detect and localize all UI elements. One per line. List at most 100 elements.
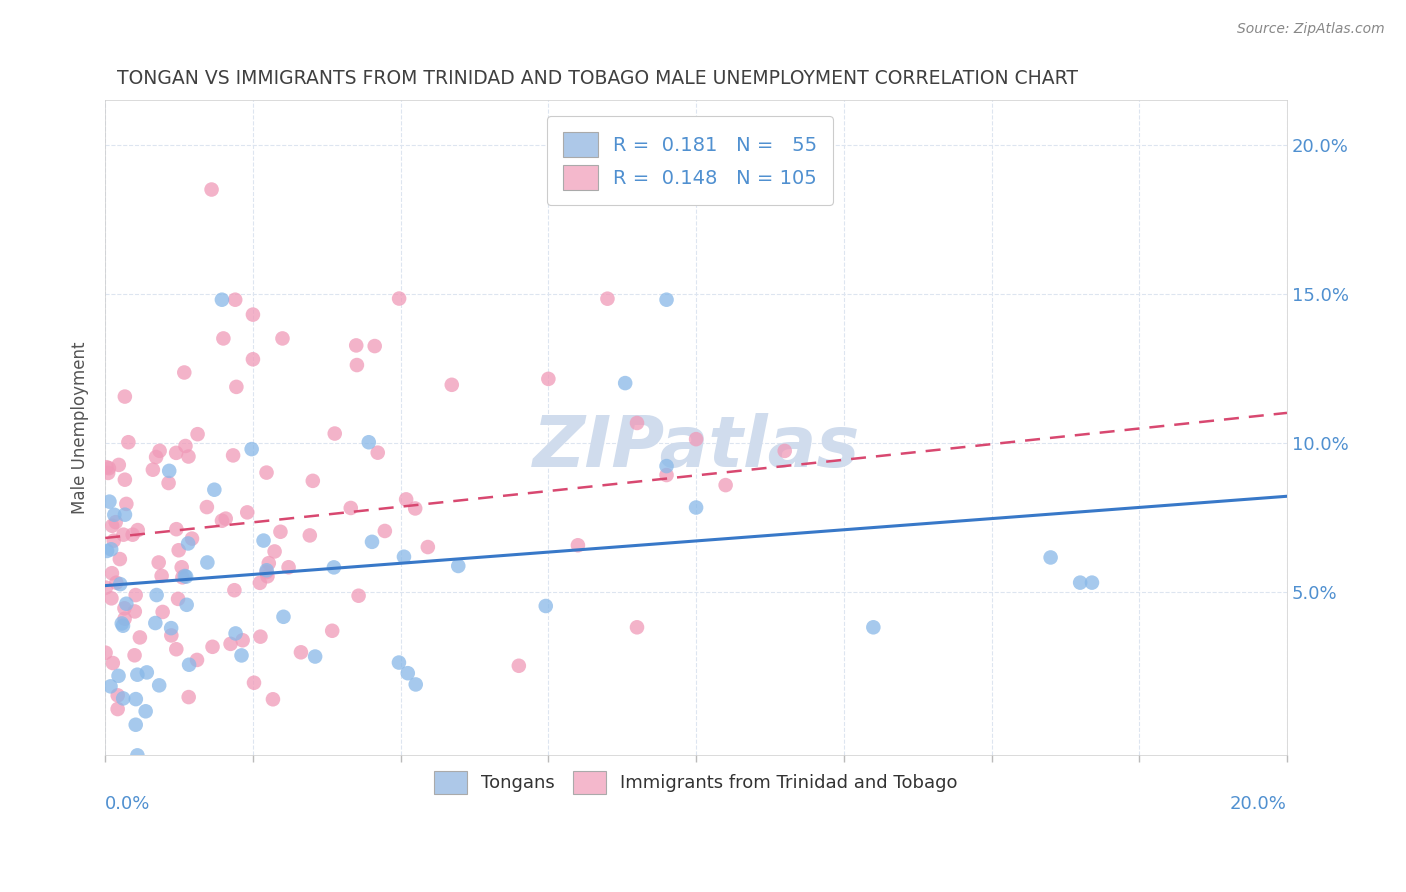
Point xyxy=(224,583,246,598)
Point xyxy=(148,556,170,570)
Point xyxy=(107,689,129,703)
Point xyxy=(127,667,149,681)
Point xyxy=(346,358,368,372)
Point xyxy=(107,702,129,716)
Point xyxy=(150,569,173,583)
Point xyxy=(301,474,323,488)
Point xyxy=(143,615,166,630)
Point xyxy=(114,612,136,626)
Point xyxy=(655,459,678,474)
Point xyxy=(124,648,146,663)
Point xyxy=(112,691,135,706)
Point xyxy=(97,466,120,480)
Point xyxy=(534,599,557,613)
Point xyxy=(111,618,134,632)
Point xyxy=(447,559,470,574)
Point xyxy=(361,534,384,549)
Point xyxy=(249,575,271,590)
Point xyxy=(100,591,122,606)
Point xyxy=(115,497,138,511)
Point xyxy=(157,464,180,478)
Point xyxy=(440,377,463,392)
Point xyxy=(115,597,138,611)
Point xyxy=(232,633,254,648)
Point xyxy=(388,292,411,306)
Point xyxy=(125,717,148,731)
Point xyxy=(201,640,224,654)
Point xyxy=(685,500,707,515)
Point xyxy=(655,293,678,307)
Point xyxy=(104,515,127,529)
Point xyxy=(215,511,238,525)
Point xyxy=(111,616,134,631)
Point xyxy=(173,569,195,583)
Point xyxy=(172,570,194,584)
Point xyxy=(304,649,326,664)
Point xyxy=(167,543,190,558)
Point xyxy=(94,581,117,595)
Text: TONGAN VS IMMIGRANTS FROM TRINIDAD AND TOBAGO MALE UNEMPLOYMENT CORRELATION CHAR: TONGAN VS IMMIGRANTS FROM TRINIDAD AND T… xyxy=(117,69,1078,87)
Point xyxy=(117,435,139,450)
Point xyxy=(231,648,253,663)
Point xyxy=(170,560,193,574)
Point xyxy=(160,621,183,635)
Point xyxy=(152,605,174,619)
Point xyxy=(142,463,165,477)
Point xyxy=(224,293,246,307)
Point xyxy=(100,679,122,693)
Point xyxy=(567,538,589,552)
Point xyxy=(165,446,187,460)
Point xyxy=(243,675,266,690)
Point xyxy=(364,339,387,353)
Point xyxy=(322,560,344,574)
Point xyxy=(94,646,117,660)
Point xyxy=(114,473,136,487)
Point xyxy=(862,620,884,634)
Point xyxy=(537,372,560,386)
Point xyxy=(323,426,346,441)
Point xyxy=(101,656,124,670)
Point xyxy=(107,458,129,472)
Point xyxy=(186,653,208,667)
Point xyxy=(614,376,637,390)
Point xyxy=(135,704,157,718)
Point xyxy=(173,366,195,380)
Point xyxy=(177,657,200,672)
Point xyxy=(202,483,225,497)
Point xyxy=(124,588,146,602)
Point xyxy=(195,500,218,514)
Text: 0.0%: 0.0% xyxy=(105,795,150,813)
Point xyxy=(96,544,118,558)
Point xyxy=(125,692,148,706)
Point xyxy=(212,331,235,345)
Point xyxy=(96,460,118,475)
Point xyxy=(128,631,150,645)
Point xyxy=(374,524,396,538)
Point xyxy=(177,536,200,550)
Point xyxy=(121,527,143,541)
Point xyxy=(101,518,124,533)
Point xyxy=(174,569,197,583)
Text: ZIPatlas: ZIPatlas xyxy=(533,413,860,482)
Point xyxy=(103,508,125,522)
Point xyxy=(347,589,370,603)
Point xyxy=(396,666,419,681)
Point xyxy=(263,544,285,558)
Text: Source: ZipAtlas.com: Source: ZipAtlas.com xyxy=(1237,22,1385,37)
Point xyxy=(626,620,648,634)
Point xyxy=(101,566,124,581)
Point xyxy=(277,560,299,574)
Point xyxy=(165,522,187,536)
Point xyxy=(262,692,284,706)
Point xyxy=(149,443,172,458)
Point xyxy=(108,552,131,566)
Point xyxy=(273,609,295,624)
Point xyxy=(107,669,129,683)
Point xyxy=(269,524,291,539)
Point xyxy=(290,645,312,659)
Point xyxy=(321,624,343,638)
Point xyxy=(145,450,167,464)
Point xyxy=(114,390,136,404)
Point xyxy=(103,533,125,548)
Point xyxy=(160,628,183,642)
